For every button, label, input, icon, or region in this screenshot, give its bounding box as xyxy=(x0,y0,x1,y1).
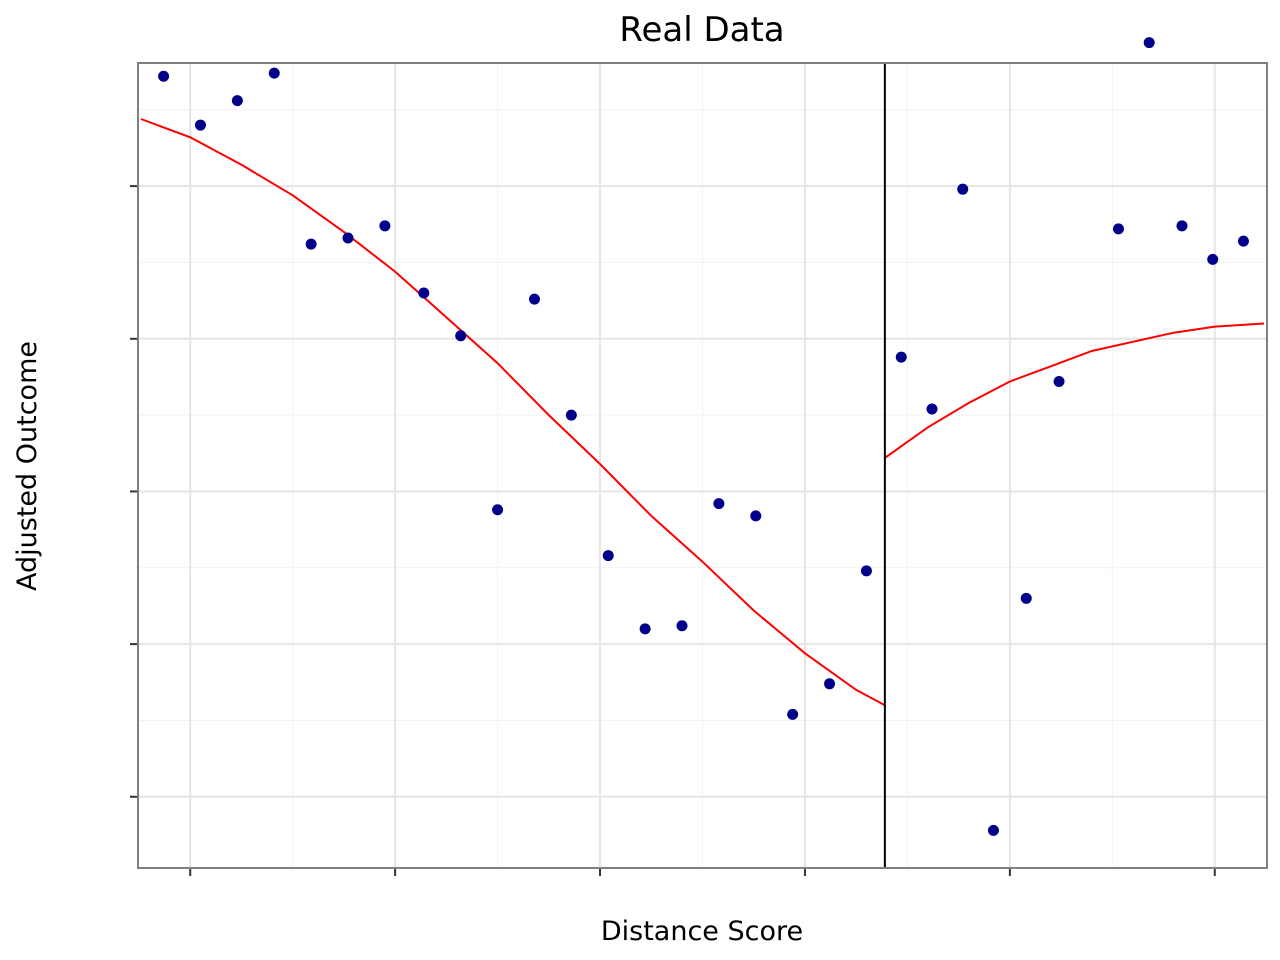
data-point xyxy=(676,620,688,632)
data-point xyxy=(895,351,907,363)
data-point xyxy=(268,67,280,79)
data-point xyxy=(750,510,762,522)
fit-line xyxy=(140,118,886,707)
x-axis-label: Distance Score xyxy=(601,916,803,947)
data-point xyxy=(565,409,577,421)
data-point xyxy=(824,678,836,690)
data-point xyxy=(860,565,872,577)
data-point xyxy=(231,95,243,107)
grid xyxy=(139,64,1266,867)
y-axis-label: Adjusted Outcome xyxy=(12,341,43,591)
data-point xyxy=(1143,37,1155,49)
data-point xyxy=(492,504,504,516)
data-point xyxy=(1020,592,1032,604)
plot-area xyxy=(140,37,1265,867)
fit-line xyxy=(884,322,1265,459)
data-point xyxy=(713,498,725,510)
data-point xyxy=(1176,220,1188,232)
data-point xyxy=(342,232,354,244)
data-point xyxy=(528,293,540,305)
data-point xyxy=(1053,376,1065,388)
data-point xyxy=(1112,223,1124,235)
data-point xyxy=(158,70,170,82)
data-point xyxy=(305,238,317,250)
data-point xyxy=(602,550,614,562)
data-point xyxy=(957,183,969,195)
panel-border xyxy=(137,62,1268,869)
axis-ticks xyxy=(130,185,1216,876)
data-point xyxy=(455,330,467,342)
data-point xyxy=(1207,253,1219,265)
data-point xyxy=(926,403,938,415)
data-point xyxy=(987,824,999,836)
data-point xyxy=(787,708,799,720)
data-point xyxy=(194,119,206,131)
data-point xyxy=(379,220,391,232)
data-point xyxy=(639,623,651,635)
chart-title: Real Data xyxy=(619,10,784,50)
data-point xyxy=(418,287,430,299)
data-point xyxy=(1237,235,1249,247)
